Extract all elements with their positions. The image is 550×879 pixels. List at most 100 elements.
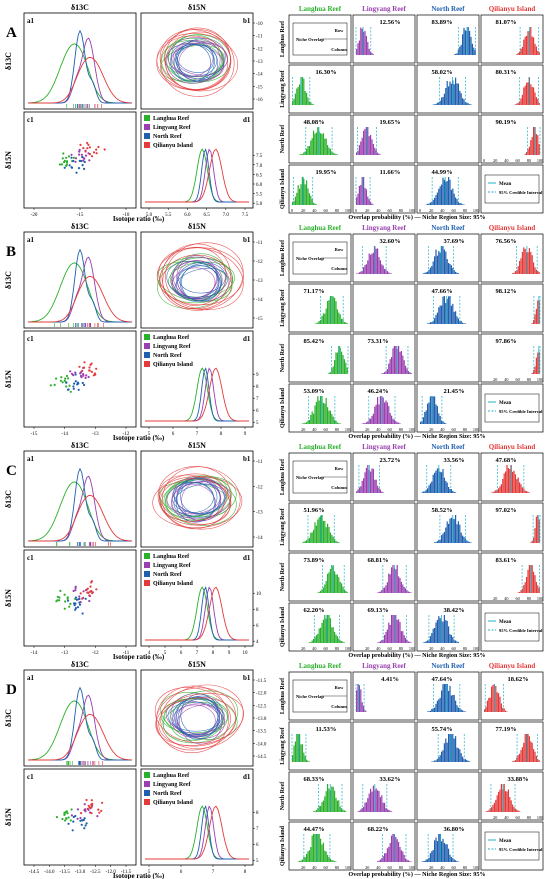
histogram-bar-north — [431, 633, 433, 643]
x-axis-label: Isotope ratio (‰) — [113, 215, 165, 223]
legend-swatch-langhua — [144, 115, 150, 121]
histogram-bar-langhua — [335, 634, 337, 643]
tick-label-b1: -12 — [256, 485, 263, 490]
histogram-bar-qilianyu — [530, 542, 532, 543]
histogram-bar-north — [460, 753, 462, 762]
scatter-point-qilianyu — [83, 361, 86, 364]
histogram-bar-langhua — [299, 734, 301, 762]
histogram-bar-lingyang — [379, 396, 381, 424]
density-curve-d15n-qilianyu — [145, 148, 249, 203]
subpanel-frame-c1 — [23, 549, 137, 647]
histogram-bar-north — [452, 637, 454, 643]
tick-label-d1-y: 9 — [256, 373, 259, 378]
histogram-bar-lingyang — [399, 351, 401, 374]
scatter-point-qilianyu — [88, 366, 91, 369]
histogram-bar-langhua — [307, 97, 309, 105]
niche-ellipse-qilianyu — [156, 247, 244, 306]
histogram-bar-qilianyu — [526, 35, 528, 55]
histogram-bar-north — [449, 179, 451, 205]
histogram-bar-qilianyu — [527, 149, 529, 155]
matrix-legend-box — [484, 393, 540, 423]
scatter-point-langhua — [66, 596, 69, 599]
histogram-bar-qilianyu — [496, 795, 498, 812]
legend-label-lingyang: Lingyang Reef — [153, 563, 192, 569]
tick-label-d1-y: 8 — [256, 811, 259, 816]
histogram-bar-qilianyu — [509, 796, 511, 812]
subpanel-tag-b1: b1 — [243, 455, 251, 463]
density-curve-d13c-langhua — [27, 481, 132, 542]
histogram-bar-north — [435, 404, 437, 424]
histogram-bar-qilianyu — [488, 697, 490, 712]
matrix-tick-label: 80 — [527, 158, 531, 163]
histogram-bar-lingyang — [379, 591, 381, 593]
histogram-bar-langhua — [315, 204, 317, 205]
scatter-point-langhua — [61, 381, 64, 384]
niche-ellipse-lingyang — [176, 476, 225, 521]
histogram-bar-lingyang — [388, 272, 390, 274]
histogram-bar-north — [442, 177, 444, 205]
matrix-row-label-north: North Reef — [280, 562, 286, 591]
histogram-bar-lingyang — [377, 790, 379, 812]
niche-ellipse-qilianyu — [156, 685, 229, 754]
histogram-bar-lingyang — [378, 641, 380, 643]
matrix-tick-label: 80 — [399, 865, 403, 870]
overlap-value: 77.19% — [495, 726, 516, 733]
histogram-bar-langhua — [307, 851, 309, 862]
subpanel-tag-d1: d1 — [243, 335, 251, 343]
histogram-bar-north — [441, 751, 443, 762]
scatter-point-langhua — [65, 817, 68, 820]
scatter-point-lingyang — [74, 371, 77, 374]
tick-label-d1-y: 8 — [256, 385, 259, 390]
matrix-legend-ci: 95% Credible Interval — [499, 628, 543, 633]
histogram-bar-lingyang — [382, 373, 384, 374]
scatter-point-langhua — [65, 374, 69, 378]
matrix-tick-label: 40 — [312, 208, 316, 213]
matrix-col-label-langhua: Langhua Reef — [299, 5, 342, 13]
histogram-bar-lingyang — [403, 586, 405, 593]
histogram-bar-qilianyu — [538, 144, 540, 155]
column-title-d13c: δ13C — [71, 3, 89, 12]
histogram-bar-qilianyu — [510, 465, 512, 493]
histogram-bar-north — [424, 860, 426, 862]
histogram-bar-lingyang — [395, 615, 397, 643]
scatter-point-qilianyu — [88, 146, 91, 149]
matrix-tick-label: 40 — [504, 377, 508, 382]
histogram-bar-qilianyu — [499, 696, 501, 712]
histogram-bar-qilianyu — [528, 565, 530, 593]
scatter-point-langhua — [69, 390, 72, 393]
tick-label-b1: -14 — [256, 73, 263, 78]
scatter-point-north — [83, 160, 86, 164]
histogram-bar-qilianyu — [489, 808, 491, 812]
niche-ellipse-qilianyu — [159, 29, 232, 90]
scatter-point-langhua — [64, 819, 67, 822]
overlap-value: 58.52% — [431, 507, 452, 514]
niche-ellipse-qilianyu — [164, 27, 231, 91]
tick-label-d1-x: 7 — [196, 432, 199, 437]
matrix-row-label-lingyang: Lingyang Reef — [280, 726, 286, 765]
histogram-bar-lingyang — [386, 809, 388, 812]
legend-swatch-qilianyu — [144, 580, 150, 586]
histogram-bar-lingyang — [374, 406, 376, 424]
niche-ellipse-north — [176, 477, 221, 519]
histogram-bar-qilianyu — [531, 36, 533, 55]
histogram-bar-lingyang — [386, 848, 388, 862]
density-curve-d15n-north — [145, 586, 249, 641]
histogram-bar-lingyang — [388, 622, 390, 643]
scatter-point-qilianyu — [80, 812, 83, 815]
histogram-bar-north — [434, 318, 436, 324]
histogram-bar-langhua — [310, 532, 312, 543]
histogram-bar-qilianyu — [505, 791, 507, 812]
histogram-bar-langhua — [327, 301, 329, 324]
histogram-bar-lingyang — [358, 145, 360, 155]
matrix-col-label-lingyang: Lingyang Reef — [362, 5, 406, 13]
legend-swatch-lingyang — [144, 124, 150, 130]
histogram-bar-north — [448, 296, 450, 324]
histogram-bar-langhua — [308, 419, 310, 424]
panel-letter: C — [6, 463, 17, 479]
histogram-bar-langhua — [328, 615, 330, 643]
density-curve-d15n-langhua — [145, 148, 249, 203]
histogram-bar-qilianyu — [495, 685, 497, 712]
histogram-bar-langhua — [336, 422, 338, 424]
scatter-point-north — [76, 381, 79, 384]
histogram-bar-north — [460, 532, 462, 543]
